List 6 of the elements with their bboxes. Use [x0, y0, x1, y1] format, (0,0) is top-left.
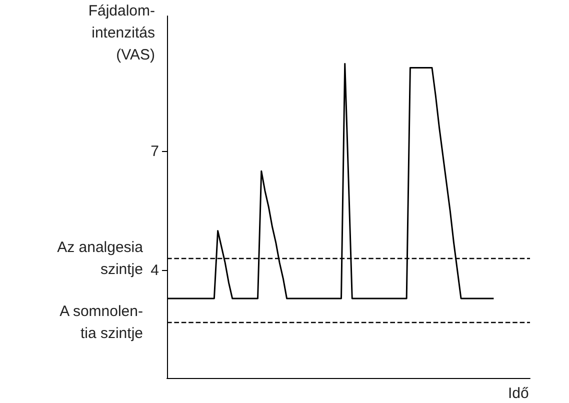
y-tick-label: 4: [150, 262, 159, 280]
ref-line-label: A somnolen- tia szintje: [60, 302, 143, 342]
ref-line-label: Az analgesia szintje: [57, 239, 144, 278]
y-tick-label: 7: [150, 142, 159, 160]
y-axis-title: Fájdalom- intenzitás (VAS): [88, 2, 156, 64]
x-axis-title: Idő: [508, 385, 529, 402]
